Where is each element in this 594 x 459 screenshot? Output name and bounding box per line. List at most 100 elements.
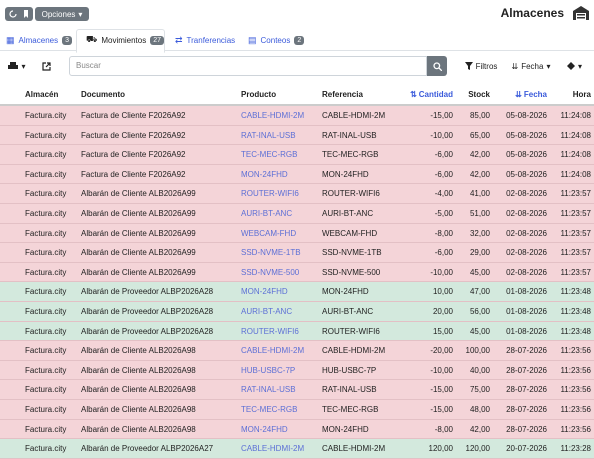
product-link[interactable]: MON-24FHD [241, 424, 288, 434]
table-row[interactable]: Factura.city Albarán de Cliente ALB2026A9… [0, 262, 594, 283]
product-link[interactable]: WEBCAM-FHD [241, 228, 297, 238]
table-cell: -10,00 [430, 267, 453, 277]
table-cell: 11:23:57 [560, 189, 591, 199]
product-link[interactable]: ROUTER-WIFI6 [241, 326, 299, 336]
tab[interactable]: ▤ Conteos 2 [248, 30, 305, 50]
table-cell: 20-07-2026 [506, 444, 547, 454]
product-link[interactable]: CABLE-HDMI-2M [241, 346, 305, 356]
table-row[interactable]: Factura.city Albarán de Cliente ALB2026A9… [0, 360, 594, 381]
header-label: Almacén [25, 90, 59, 99]
header-label: Producto [241, 90, 277, 99]
column-header[interactable]: ⇊ Fecha [515, 90, 547, 99]
table-cell: Factura de Cliente F2026A92 [81, 130, 186, 140]
table-cell: 100,00 [465, 346, 490, 356]
table-row[interactable]: Factura.city Albarán de Proveedor ALBP202… [0, 302, 594, 322]
table-row[interactable]: Factura.city Albarán de Cliente ALB2026A9… [0, 223, 594, 244]
product-link[interactable]: RAT-INAL-USB [241, 130, 296, 140]
table-cell: Factura.city [25, 307, 67, 316]
export-button[interactable] [36, 56, 56, 76]
table-cell: 10,00 [432, 287, 453, 297]
filters-button[interactable]: Filtros [460, 56, 502, 76]
table-cell: 02-08-2026 [506, 267, 547, 277]
table-row[interactable]: Factura.city Factura de Cliente F2026A92 T… [0, 145, 594, 165]
print-button[interactable]: ▾ [4, 56, 30, 76]
tab-label: Tranferencias [186, 35, 236, 45]
product-link[interactable]: CABLE-HDMI-2M [241, 111, 305, 120]
table-row[interactable]: Factura.city Factura de Cliente F2026A92 M… [0, 164, 594, 185]
table-row[interactable]: Factura.city Albarán de Cliente ALB2026A9… [0, 380, 594, 400]
product-link[interactable]: TEC-MEC-RGB [241, 150, 298, 160]
table-row[interactable]: Factura.city Albarán de Cliente ALB2026A9… [0, 184, 594, 204]
sort-button[interactable]: ⇊ Fecha ▾ [511, 61, 551, 71]
options-label: Opciones [41, 9, 76, 19]
tab-badge: 2 [294, 35, 305, 45]
table-row[interactable]: Factura.city Factura de Cliente F2026A92 C… [0, 106, 594, 126]
table-cell: 42,00 [469, 424, 490, 434]
table-cell: Factura.city [25, 385, 67, 395]
table-cell: Albarán de Cliente ALB2026A99 [81, 228, 196, 238]
column-header: Producto [241, 90, 276, 99]
table-cell: 05-08-2026 [506, 111, 547, 120]
search-input[interactable]: Buscar [69, 56, 427, 76]
table-cell: Factura.city [25, 444, 67, 454]
table-row[interactable]: Factura.city Factura de Cliente F2026A92 R… [0, 125, 594, 146]
table-cell: Albarán de Cliente ALB2026A99 [81, 267, 196, 277]
table-row[interactable]: Factura.city Albarán de Cliente ALB2026A9… [0, 341, 594, 361]
product-link[interactable]: TEC-MEC-RGB [241, 405, 298, 414]
table-cell: -4,00 [434, 189, 453, 199]
product-link[interactable]: AURI-BT-ANC [241, 307, 293, 316]
table-row[interactable]: Factura.city Albarán de Cliente ALB2026A9… [0, 243, 594, 263]
table-cell: 28-07-2026 [506, 405, 547, 414]
table-cell: 120,00 [428, 444, 453, 454]
product-link[interactable]: ROUTER-WIFI6 [241, 189, 299, 199]
table-cell: 05-08-2026 [506, 130, 547, 140]
nav-buttons[interactable] [5, 7, 33, 21]
product-link[interactable]: AURI-BT-ANC [241, 209, 293, 218]
table-cell: Factura.city [25, 346, 67, 356]
table-cell: 11:23:56 [560, 424, 591, 434]
column-header: Documento [81, 90, 125, 99]
product-link[interactable]: SSD-NVME-1TB [241, 248, 301, 258]
table-row[interactable]: Factura.city Albarán de Proveedor ALBP202… [0, 439, 594, 459]
table-cell: -10,00 [430, 130, 453, 140]
tab[interactable]: ⇄ Tranferencias [175, 30, 235, 50]
tab[interactable]: ▦ Almacenes 3 [6, 30, 72, 50]
search-button[interactable] [427, 56, 447, 76]
tab[interactable]: ⛟ Movimientos 27 [86, 30, 165, 50]
column-header[interactable]: ⇅ Cantidad [410, 90, 453, 99]
product-link[interactable]: HUB-USBC-7P [241, 365, 296, 375]
table-cell: 05-08-2026 [506, 150, 547, 160]
table-row[interactable]: Factura.city Albarán de Cliente ALB2026A9… [0, 400, 594, 420]
product-link[interactable]: MON-24FHD [241, 287, 288, 297]
table-cell: -15,00 [430, 385, 453, 395]
table-cell: Factura de Cliente F2026A92 [81, 169, 186, 179]
header-label: Referencia [322, 90, 363, 99]
table-cell: Albarán de Cliente ALB2026A98 [81, 365, 196, 375]
tab-icon: ▦ [6, 34, 15, 45]
product-link[interactable]: MON-24FHD [241, 169, 288, 179]
options-button[interactable]: Opciones ▾ [35, 7, 89, 21]
table-cell: Factura.city [25, 365, 67, 375]
color-button[interactable]: ▾ [562, 56, 586, 76]
table-row[interactable]: Factura.city Albarán de Cliente ALB2026A9… [0, 419, 594, 440]
table-cell: 11:23:57 [560, 248, 591, 258]
table-row[interactable]: Factura.city Albarán de Cliente ALB2026A9… [0, 204, 594, 224]
table-cell: 32,00 [469, 228, 490, 238]
table-cell: 01-08-2026 [506, 326, 547, 336]
table-cell: 01-08-2026 [506, 307, 547, 316]
tab-icon: ▤ [248, 34, 257, 45]
table-cell: -6,00 [434, 248, 453, 258]
table-row[interactable]: Factura.city Albarán de Proveedor ALBP202… [0, 282, 594, 302]
product-link[interactable]: SSD-NVME-500 [241, 267, 300, 277]
product-link[interactable]: RAT-INAL-USB [241, 385, 296, 395]
active-tab-bg [76, 29, 165, 53]
table-cell: 05-08-2026 [506, 169, 547, 179]
table-cell: -10,00 [430, 365, 453, 375]
product-link[interactable]: CABLE-HDMI-2M [241, 444, 305, 454]
table-cell: Factura.city [25, 405, 67, 414]
table-cell: 85,00 [469, 111, 490, 120]
header-border [0, 104, 594, 106]
sort-label: Fecha [521, 61, 544, 71]
table-row[interactable]: Factura.city Albarán de Proveedor ALBP202… [0, 321, 594, 342]
